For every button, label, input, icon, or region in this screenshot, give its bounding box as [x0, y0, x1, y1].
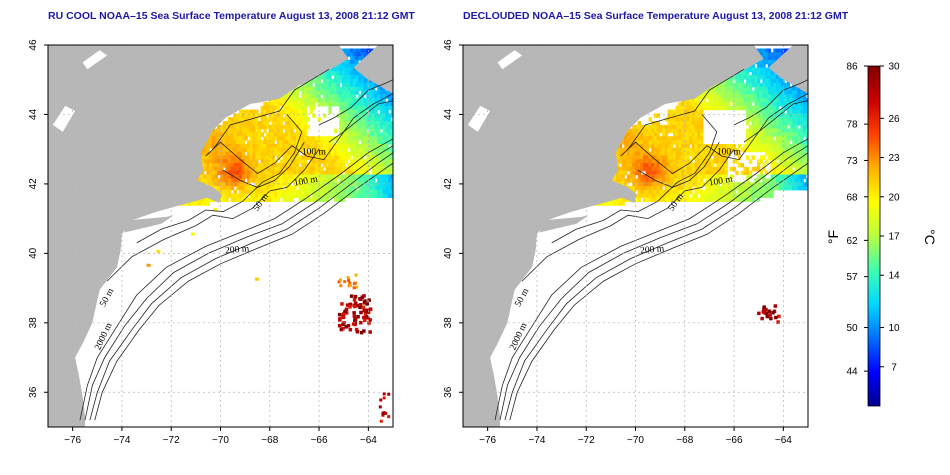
isobath-line — [509, 162, 808, 421]
lake — [82, 50, 108, 70]
lake — [467, 105, 491, 132]
celsius-tick-label: 17 — [888, 232, 900, 243]
isobath-line — [733, 79, 808, 126]
right-map-title: DECLOUDED NOAA–15 Sea Surface Temperatur… — [463, 10, 849, 22]
isobath-line — [328, 100, 393, 143]
isobath-line — [551, 114, 718, 244]
celsius-tick-label: 10 — [888, 323, 900, 334]
isobath-line — [106, 148, 320, 282]
longitude-tick-label: −68 — [676, 435, 693, 446]
fahrenheit-tick-label: 73 — [846, 156, 858, 167]
fahrenheit-tick-label: 86 — [846, 62, 858, 73]
isobath-label: 100 m — [717, 147, 742, 157]
nova-scotia-land — [353, 45, 393, 94]
longitude-tick-label: −64 — [360, 435, 377, 446]
celsius-tick-label: 7 — [891, 362, 897, 373]
isobath-line — [627, 68, 745, 150]
longitude-tick-label: −74 — [528, 435, 545, 446]
latitude-tick-label: 46 — [443, 39, 454, 51]
isobath-line — [637, 141, 720, 188]
temperature-colorbar: 30 26 23 20 17 14 10 7 86 78 73 68 62 57 50 44 °F °C — [825, 62, 938, 407]
longitude-tick-label: −66 — [311, 435, 328, 446]
isobath-label: 200 m — [640, 244, 665, 256]
lake — [497, 50, 523, 70]
isobath-line — [743, 100, 808, 143]
celsius-tick-label: 14 — [888, 271, 900, 282]
latitude-tick-label: 40 — [28, 247, 39, 259]
long-island — [124, 215, 174, 233]
isobath-label: 200 m — [225, 244, 250, 256]
celsius-unit-label: °C — [922, 229, 938, 245]
celsius-tick-label: 20 — [888, 192, 900, 203]
longitude-tick-label: −72 — [578, 435, 595, 446]
isobath-label: 100 m — [302, 147, 327, 157]
latitude-tick-label: 46 — [28, 39, 39, 51]
fahrenheit-tick-label: 50 — [846, 323, 858, 334]
longitude-tick-label: −76 — [479, 435, 496, 446]
land-mass — [463, 45, 764, 427]
warm-eddy-patch — [119, 197, 391, 423]
isobath-line — [136, 114, 303, 244]
isobath-label: 100 m — [293, 174, 319, 188]
fahrenheit-tick-label: 44 — [846, 367, 858, 378]
fahrenheit-tick-label: 78 — [846, 120, 858, 131]
nova-scotia-land — [768, 45, 808, 94]
longitude-tick-label: −70 — [212, 435, 229, 446]
latitude-tick-label: 38 — [28, 317, 39, 329]
isobath-line — [318, 79, 393, 126]
isobath-line — [222, 141, 305, 188]
colorbar-gradient — [867, 65, 881, 407]
latitude-tick-label: 42 — [28, 178, 39, 190]
latitude-tick-label: 36 — [28, 386, 39, 398]
isobath-line — [494, 138, 808, 421]
isobath-line — [504, 152, 808, 421]
left-map-title: RU COOL NOAA–15 Sea Surface Temperature … — [48, 10, 415, 22]
latitude-tick-label: 44 — [28, 108, 39, 120]
latitude-tick-label: 38 — [443, 317, 454, 329]
fahrenheit-tick-label: 57 — [846, 272, 858, 283]
longitude-tick-label: −70 — [627, 435, 644, 446]
longitude-tick-label: −76 — [64, 435, 81, 446]
long-island — [539, 215, 589, 233]
longitude-tick-label: −74 — [113, 435, 130, 446]
warm-eddy-patch — [757, 304, 781, 324]
longitude-tick-label: −66 — [726, 435, 743, 446]
land-mass — [48, 45, 349, 427]
latitude-tick-label: 44 — [443, 108, 454, 120]
longitude-tick-label: −72 — [163, 435, 180, 446]
latitude-tick-label: 42 — [443, 178, 454, 190]
lake — [52, 105, 76, 132]
isobath-label: 100 m — [708, 174, 734, 188]
isobath-line — [94, 162, 393, 421]
celsius-tick-label: 30 — [888, 62, 900, 73]
fahrenheit-unit-label: °F — [825, 230, 841, 244]
latitude-tick-label: 40 — [443, 247, 454, 259]
isobath-line — [521, 148, 735, 282]
fahrenheit-tick-label: 62 — [846, 236, 858, 247]
celsius-tick-label: 26 — [888, 114, 900, 125]
longitude-tick-label: −68 — [261, 435, 278, 446]
isobath-line — [89, 152, 393, 421]
latitude-tick-label: 36 — [443, 386, 454, 398]
isobath-line — [79, 138, 393, 421]
fahrenheit-tick-label: 68 — [846, 192, 858, 203]
celsius-tick-label: 23 — [888, 153, 900, 164]
longitude-tick-label: −64 — [775, 435, 792, 446]
isobath-line — [212, 68, 330, 150]
